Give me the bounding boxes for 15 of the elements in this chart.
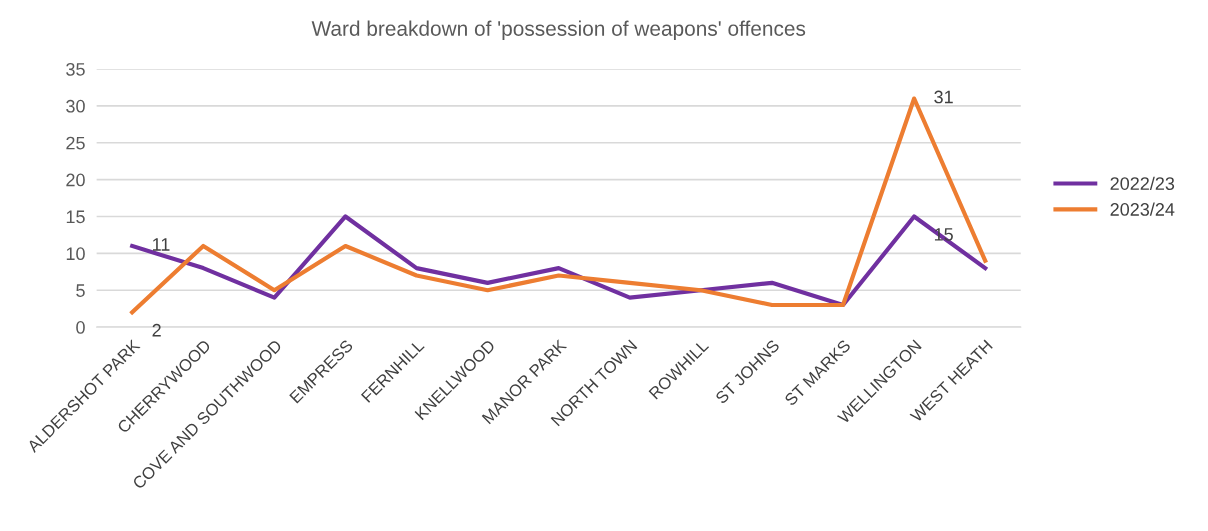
y-tick-label: 10 [66,247,85,261]
y-tick-label: 5 [76,284,85,297]
y-tick-label: 25 [66,136,85,150]
y-tick-label: 30 [66,99,85,113]
legend-label: 2022/23 [1110,176,1175,190]
chart-title: Ward breakdown of 'possession of weapons' offences [311,20,806,41]
y-tick-label: 35 [66,62,85,76]
data-label: 31 [934,90,953,104]
legend-label: 2023/24 [1110,202,1175,216]
data-label: 11 [153,238,170,251]
y-tick-label: 20 [66,173,85,187]
line-series [130,214,988,308]
y-tick-label: 15 [66,210,85,224]
data-label: 2 [152,323,161,337]
y-tick-label: 0 [76,321,85,334]
